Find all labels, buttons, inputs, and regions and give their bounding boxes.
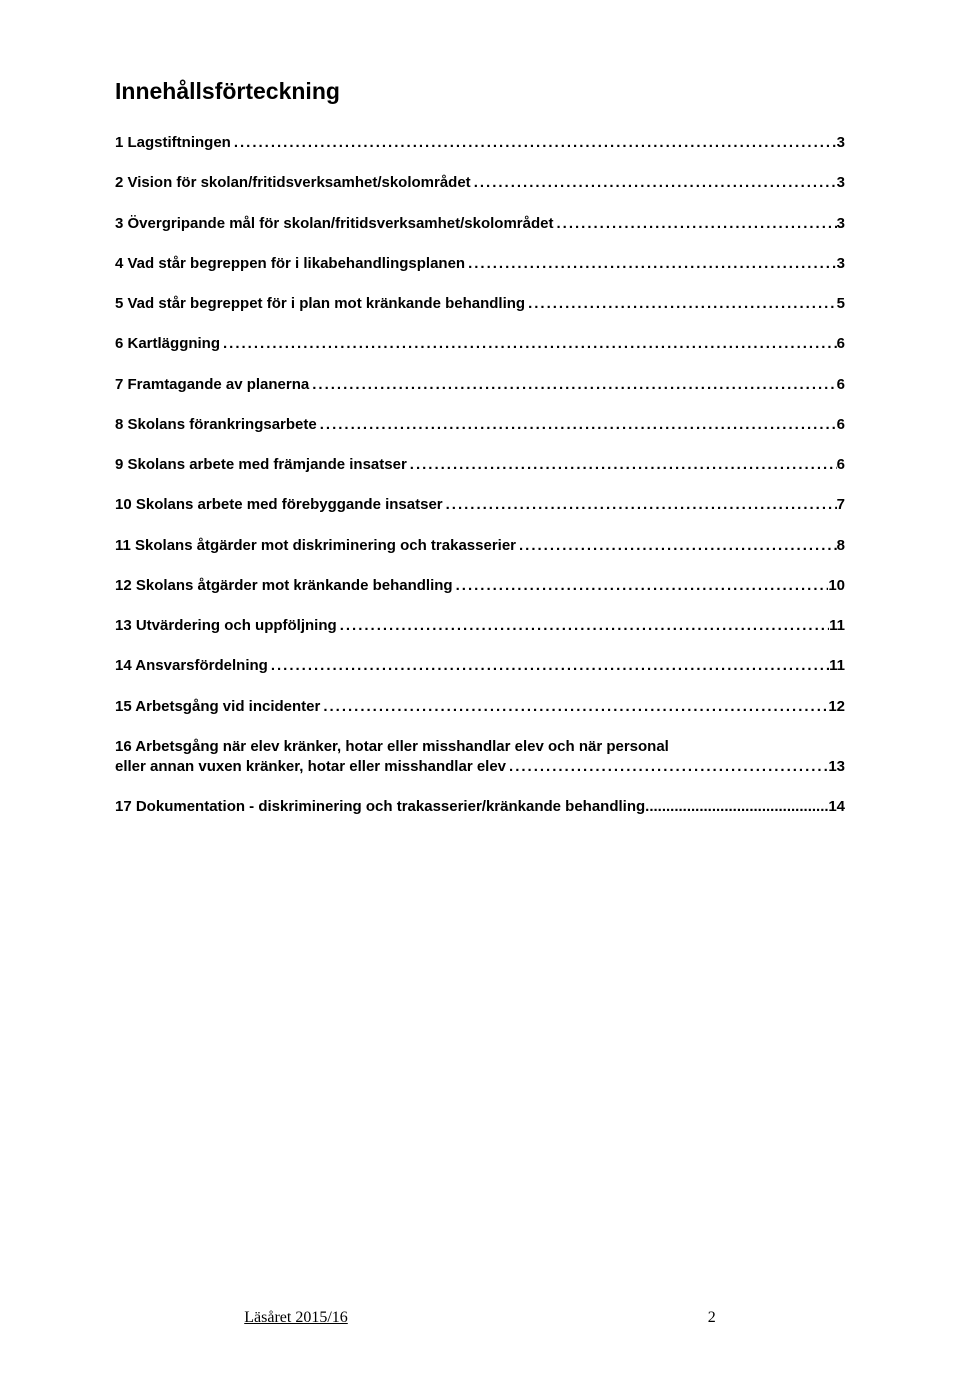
toc-entry: 17 Dokumentation - diskriminering och tr… [115, 797, 845, 817]
toc-list: 1 Lagstiftningen 3 2 Vision för skolan/fri… [115, 133, 845, 818]
toc-leader-dots [320, 697, 828, 717]
toc-page-number: 3 [837, 214, 845, 234]
toc-entry: 14 Ansvarsfördelning 11 [115, 656, 845, 676]
toc-page-number: 11 [829, 656, 845, 676]
toc-page-number: 5 [837, 294, 845, 314]
toc-label: 9 Skolans arbete med främjande insatser [115, 455, 407, 475]
toc-entry: 13 Utvärdering och uppföljning 11 [115, 616, 845, 636]
toc-label: 17 Dokumentation - diskriminering och tr… [115, 797, 645, 817]
toc-leader-dots [645, 797, 828, 817]
toc-label: 1 Lagstiftningen [115, 133, 231, 153]
toc-entry: 5 Vad står begreppet för i plan mot krän… [115, 294, 845, 314]
toc-page-number: 6 [837, 415, 845, 435]
toc-label: 8 Skolans förankringsarbete [115, 415, 317, 435]
toc-leader-dots [465, 254, 837, 274]
toc-label: 5 Vad står begreppet för i plan mot krän… [115, 294, 525, 314]
toc-entry: 3 Övergripande mål för skolan/fritidsver… [115, 214, 845, 234]
toc-entry: 6 Kartläggning 6 [115, 334, 845, 354]
toc-leader-dots [337, 616, 829, 636]
toc-leader-dots [471, 173, 837, 193]
toc-label: 15 Arbetsgång vid incidenter [115, 697, 320, 717]
toc-page-number: 12 [828, 697, 845, 717]
toc-leader-dots [231, 133, 837, 153]
toc-leader-dots [443, 495, 837, 515]
toc-label: 4 Vad står begreppen för i likabehandlin… [115, 254, 465, 274]
toc-label: 14 Ansvarsfördelning [115, 656, 268, 676]
toc-leader-dots [407, 455, 837, 475]
toc-leader-dots [309, 375, 836, 395]
toc-entry: 16 Arbetsgång när elev kränker, hotar el… [115, 737, 845, 778]
toc-page-number: 6 [837, 455, 845, 475]
toc-label: eller annan vuxen kränker, hotar eller m… [115, 757, 506, 777]
toc-entry: 2 Vision för skolan/fritidsverksamhet/sk… [115, 173, 845, 193]
toc-label: 13 Utvärdering och uppföljning [115, 616, 337, 636]
toc-leader-dots [268, 656, 829, 676]
toc-page-number: 6 [837, 334, 845, 354]
toc-entry: 7 Framtagande av planerna 6 [115, 375, 845, 395]
toc-entry: 10 Skolans arbete med förebyggande insat… [115, 495, 845, 515]
toc-entry: 8 Skolans förankringsarbete 6 [115, 415, 845, 435]
toc-entry: 1 Lagstiftningen 3 [115, 133, 845, 153]
toc-entry: 9 Skolans arbete med främjande insatser 6 [115, 455, 845, 475]
toc-page-number: 10 [828, 576, 845, 596]
toc-page-number: 3 [837, 173, 845, 193]
toc-page-number: 14 [828, 797, 845, 817]
toc-page-number: 8 [837, 536, 845, 556]
toc-entry: 11 Skolans åtgärder mot diskriminering o… [115, 536, 845, 556]
footer-inner: Läsåret 2015/16 2 [244, 1309, 716, 1327]
document-page: Innehållsförteckning 1 Lagstiftningen 3 2 … [0, 0, 960, 1375]
toc-label: 3 Övergripande mål för skolan/fritidsver… [115, 214, 554, 234]
toc-leader-dots [554, 214, 837, 234]
toc-entry: 4 Vad står begreppen för i likabehandlin… [115, 254, 845, 274]
toc-label: 7 Framtagande av planerna [115, 375, 309, 395]
toc-label: 16 Arbetsgång när elev kränker, hotar el… [115, 737, 845, 757]
toc-page-number: 3 [837, 133, 845, 153]
toc-entry: 15 Arbetsgång vid incidenter 12 [115, 697, 845, 717]
toc-leader-dots [317, 415, 837, 435]
toc-entry: 12 Skolans åtgärder mot kränkande behand… [115, 576, 845, 596]
toc-row: eller annan vuxen kränker, hotar eller m… [115, 757, 845, 777]
toc-label: 2 Vision för skolan/fritidsverksamhet/sk… [115, 173, 471, 193]
toc-label: 10 Skolans arbete med förebyggande insat… [115, 495, 443, 515]
toc-label: 11 Skolans åtgärder mot diskriminering o… [115, 536, 516, 556]
toc-leader-dots [525, 294, 837, 314]
toc-page-number: 6 [837, 375, 845, 395]
toc-page-number: 7 [837, 495, 845, 515]
toc-page-number: 11 [829, 616, 845, 636]
toc-label: 6 Kartläggning [115, 334, 220, 354]
toc-leader-dots [220, 334, 837, 354]
toc-leader-dots [453, 576, 829, 596]
footer-text: Läsåret 2015/16 [244, 1309, 348, 1327]
toc-leader-dots [516, 536, 837, 556]
page-footer: Läsåret 2015/16 2 [0, 1309, 960, 1327]
toc-leader-dots [506, 757, 828, 777]
footer-page-number: 2 [708, 1309, 716, 1327]
toc-title: Innehållsförteckning [115, 78, 845, 105]
toc-page-number: 13 [828, 757, 845, 777]
toc-label: 12 Skolans åtgärder mot kränkande behand… [115, 576, 453, 596]
toc-page-number: 3 [837, 254, 845, 274]
